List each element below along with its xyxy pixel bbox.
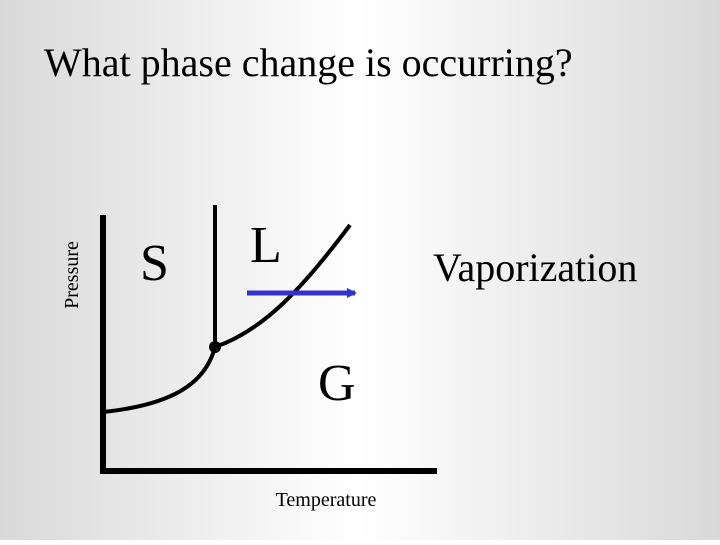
answer: Vaporization	[433, 245, 637, 290]
y-axis-label: Pressure	[61, 241, 83, 309]
solid-label: S	[140, 235, 169, 292]
x-axis-label: Temperature	[276, 489, 377, 511]
gas-label: G	[318, 355, 356, 412]
solid-gas-line	[102, 346, 217, 414]
liquid-gas-line	[214, 223, 352, 349]
title: What phase change is occurring?	[44, 40, 573, 85]
triple-point	[209, 341, 221, 353]
axes	[100, 215, 437, 474]
liquid-label: L	[250, 217, 282, 274]
